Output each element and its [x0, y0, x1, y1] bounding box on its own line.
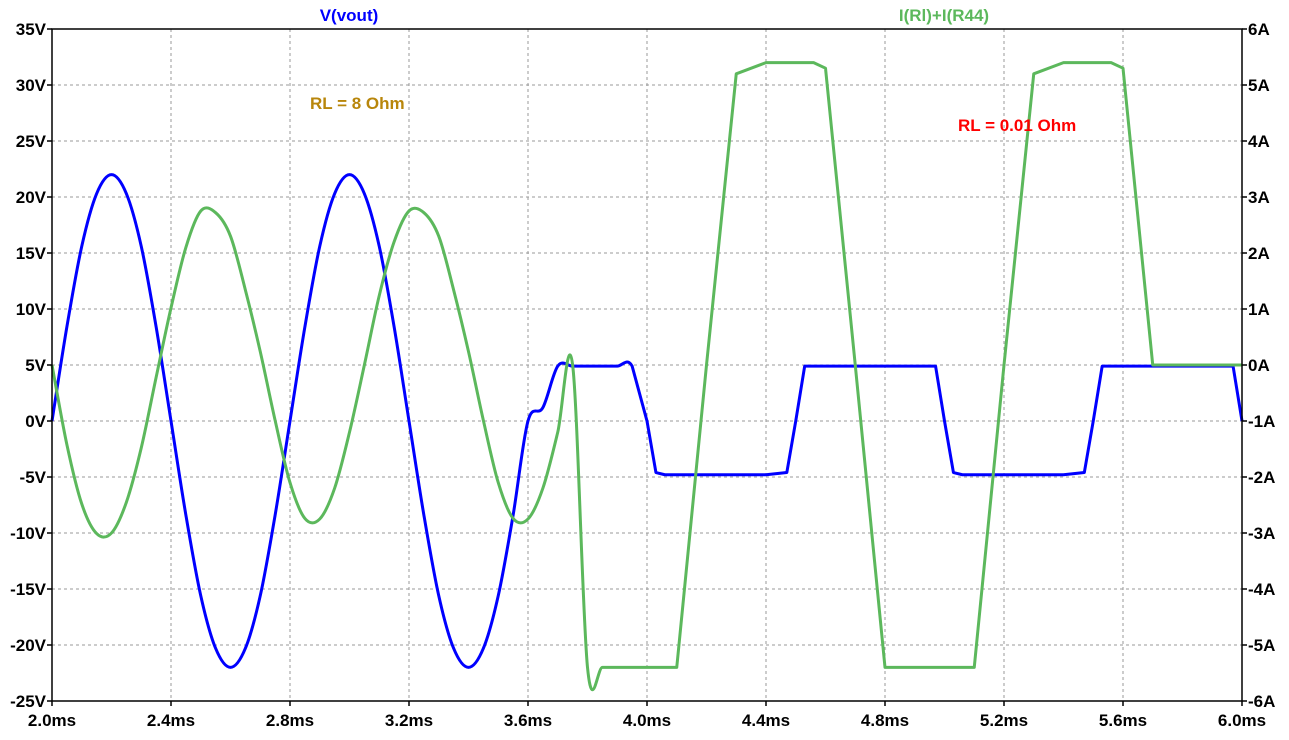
plot-area — [50, 61, 1244, 692]
x-tick-label: 4.0ms — [623, 711, 671, 730]
x-tick-label: 4.4ms — [742, 711, 790, 730]
y-right-tick-label: 6A — [1248, 20, 1270, 39]
legend-current: I(Rl)+I(R44) — [899, 6, 989, 25]
y-left-tick-label: -10V — [10, 524, 47, 543]
y-right-tick-label: -3A — [1248, 524, 1275, 543]
y-right-tick-label: -4A — [1248, 580, 1275, 599]
y-left-tick-label: 30V — [16, 76, 47, 95]
y-right-tick-label: 0A — [1248, 356, 1270, 375]
x-tick-label: 2.8ms — [266, 711, 314, 730]
x-tick-label: 2.4ms — [147, 711, 195, 730]
y-left-tick-label: 25V — [16, 132, 47, 151]
x-tick-label: 6.0ms — [1218, 711, 1266, 730]
y-left-tick-label: -20V — [10, 636, 47, 655]
y-right-tick-label: -2A — [1248, 468, 1275, 487]
x-tick-label: 3.6ms — [504, 711, 552, 730]
x-tick-label: 4.8ms — [861, 711, 909, 730]
legend-vout: V(vout) — [320, 6, 379, 25]
y-left-tick-label: 35V — [16, 20, 47, 39]
x-tick-label: 2.0ms — [28, 711, 76, 730]
annotation-rl-8-ohm: RL = 8 Ohm — [310, 94, 405, 113]
tick-labels: 2.0ms 2.4ms 2.8ms 3.2ms 3.6ms 4.0ms 4.4ms 4.8ms… — [10, 20, 1275, 730]
y-left-tick-label: -25V — [10, 692, 47, 711]
x-tick-label: 5.6ms — [1099, 711, 1147, 730]
y-left-tick-label: 10V — [16, 300, 47, 319]
annotation-rl-001-ohm: RL = 0.01 Ohm — [958, 116, 1076, 135]
y-right-tick-label: -1A — [1248, 412, 1275, 431]
y-left-tick-label: 20V — [16, 188, 47, 207]
y-left-tick-label: -5V — [20, 468, 47, 487]
x-tick-label: 5.2ms — [980, 711, 1028, 730]
y-right-tick-label: 2A — [1248, 244, 1270, 263]
y-left-tick-label: 15V — [16, 244, 47, 263]
y-left-tick-label: 5V — [25, 356, 46, 375]
y-right-tick-label: -5A — [1248, 636, 1275, 655]
series-line-vout — [50, 173, 1244, 669]
y-right-tick-label: 4A — [1248, 132, 1270, 151]
y-right-tick-label: 3A — [1248, 188, 1270, 207]
series-line-current — [50, 61, 1242, 692]
y-left-tick-label: -15V — [10, 580, 47, 599]
x-tick-label: 3.2ms — [385, 711, 433, 730]
y-right-tick-label: 5A — [1248, 76, 1270, 95]
y-left-tick-label: 0V — [25, 412, 46, 431]
y-right-tick-label: -6A — [1248, 692, 1275, 711]
y-right-tick-label: 1A — [1248, 300, 1270, 319]
axis-ticks — [47, 28, 1247, 706]
